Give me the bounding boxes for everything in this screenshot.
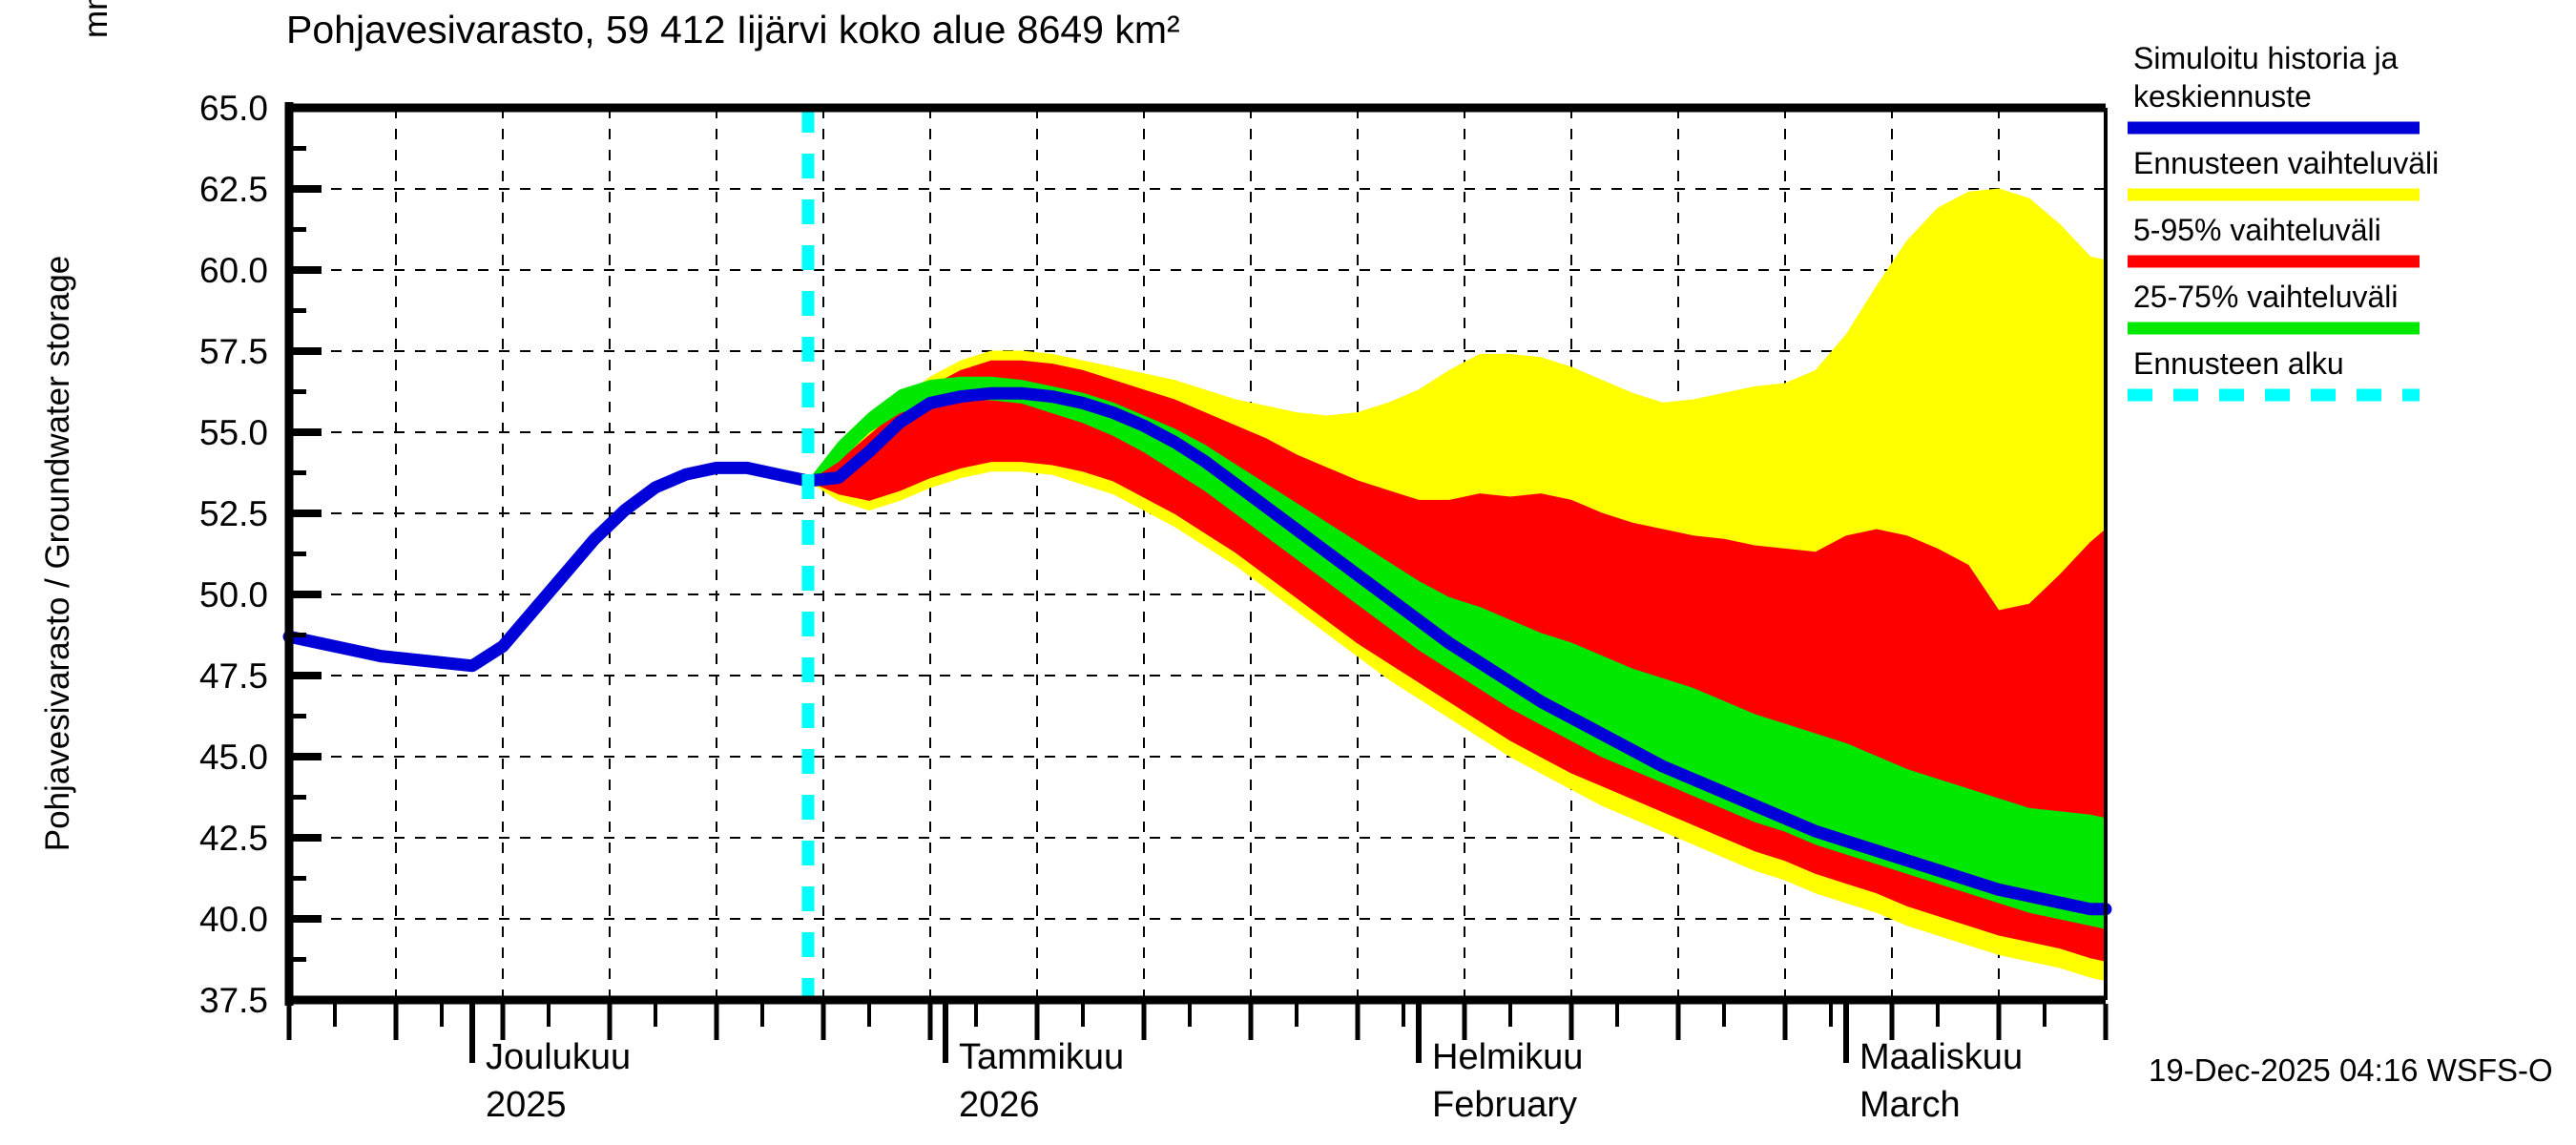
month-label-en-2: February <box>1432 1085 1577 1125</box>
chart-legend: Simuloitu historia ja keskiennuste Ennuste… <box>2128 41 2439 402</box>
y-tick-label: 40.0 <box>199 900 268 939</box>
legend-p25p75-label: 25-75% vaihteluväli <box>2133 280 2399 314</box>
median-line <box>282 386 2112 916</box>
y-tick-label: 50.0 <box>199 575 268 614</box>
month-label-year-1: 2026 <box>959 1085 1040 1125</box>
month-label-fi-2: Helmikuu <box>1432 1037 1583 1077</box>
y-tick-label: 52.5 <box>199 494 268 533</box>
y-axis-unit-label: mm <box>77 0 114 38</box>
x-tick-marks <box>286 1004 2109 1063</box>
y-tick-label: 47.5 <box>199 656 268 696</box>
footer-timestamp: 19-Dec-2025 04:16 WSFS-O <box>2149 1052 2553 1088</box>
y-tick-label: 55.0 <box>199 413 268 452</box>
y-tick-label: 42.5 <box>199 819 268 858</box>
axes <box>284 102 2108 1006</box>
legend-p25p75: 25-75% vaihteluväli <box>2128 280 2420 335</box>
legend-p5p95: 5-95% vaihteluväli <box>2128 213 2420 268</box>
legend-median-label: keskiennuste <box>2133 79 2312 114</box>
month-label-fi-1: Tammikuu <box>959 1037 1124 1077</box>
y-tick-label: 45.0 <box>199 738 268 777</box>
month-label-year-0: 2025 <box>486 1085 567 1125</box>
y-tick-label: 62.5 <box>199 170 268 209</box>
legend-minmax: Ennusteen vaihteluväli <box>2128 146 2439 201</box>
x-axis-month-labels: Joulukuu 2025 Tammikuu 2026 Helmikuu February… <box>486 1037 2023 1125</box>
y-tick-label: 57.5 <box>199 332 268 371</box>
y-tick-label: 37.5 <box>199 981 268 1020</box>
y-axis-title: Pohjavesivarasto / Groundwater storage <box>39 256 76 852</box>
legend-median: Simuloitu historia ja keskiennuste <box>2128 41 2420 135</box>
y-tick-label: 60.0 <box>199 251 268 290</box>
y-tick-labels: 37.5 40.0 42.5 45.0 47.5 50.0 52.5 55.0 57.5 60.0… <box>199 89 268 1020</box>
legend-forecast-start: Ennusteen alku <box>2128 346 2420 402</box>
legend-minmax-label: Ennusteen vaihteluväli <box>2133 146 2439 180</box>
legend-median-label: Simuloitu historia ja <box>2133 41 2399 75</box>
legend-p5p95-label: 5-95% vaihteluväli <box>2133 213 2381 247</box>
month-label-fi-3: Maaliskuu <box>1859 1037 2023 1077</box>
median-polyline <box>282 386 2112 916</box>
month-label-fi-0: Joulukuu <box>486 1037 631 1077</box>
legend-forecast-start-label: Ennusteen alku <box>2133 346 2344 381</box>
y-tick-label: 65.0 <box>199 89 268 128</box>
page-title: Pohjavesivarasto, 59 412 Iijärvi koko al… <box>286 8 1180 52</box>
month-label-en-3: March <box>1859 1085 1961 1125</box>
